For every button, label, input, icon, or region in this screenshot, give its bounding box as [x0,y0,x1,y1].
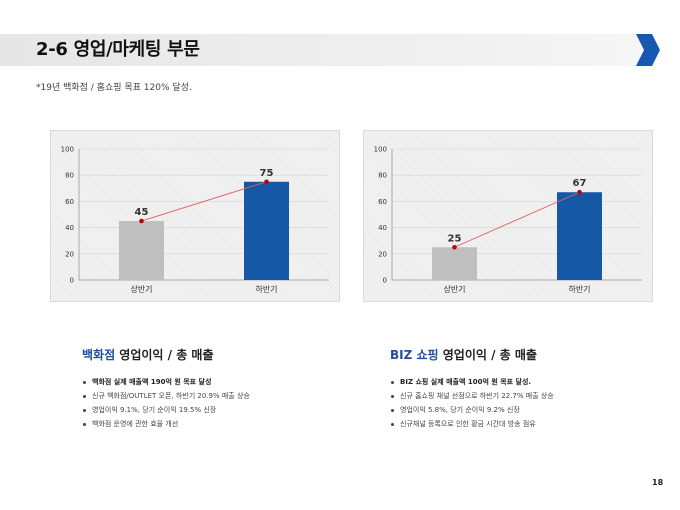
page-subtitle: *19년 백화점 / 홈쇼핑 목표 120% 달성. [36,83,192,93]
data-label: 75 [260,168,274,179]
bullet-list-department-store: 백화점 실제 매출액 190억 원 목표 달성 신규 백화점/OUTLET 오픈… [82,375,250,431]
data-label: 45 [135,207,149,218]
bullet-list-biz-shopping: BIZ 쇼핑 실제 매출액 100억 원 목표 달성. 신규 홈쇼핑 채널 선점… [390,375,554,431]
y-tick-label: 20 [65,250,74,258]
y-tick-label: 20 [378,250,387,258]
section-heading-rest: 영업이익 / 총 매출 [438,348,537,362]
list-item: 신규채널 등록으로 인한 황금 시간대 방송 점유 [390,417,554,431]
list-item: 신규 홈쇼핑 채널 선점으로 하반기 22.7% 매출 상승 [390,389,554,403]
y-tick-label: 40 [378,224,387,232]
chevron-right-icon [636,34,660,66]
trend-point [577,189,582,195]
y-tick-label: 80 [378,172,387,180]
x-tick-label: 하반기 [568,284,590,294]
chart-department-store: 0 20 40 60 80 100 45 상반기 75 하반기 [50,130,340,302]
trend-point [264,179,269,185]
bar [119,221,164,280]
section-heading-accent: BIZ 쇼핑 [390,348,439,362]
y-tick-label: 40 [65,224,74,232]
y-tick-label: 60 [378,198,387,206]
y-tick-label: 0 [70,277,74,285]
y-tick-label: 100 [374,146,387,154]
page-number: 18 [652,478,664,487]
x-tick-label: 상반기 [443,284,465,294]
data-label: 25 [448,233,462,244]
trend-line [141,181,267,222]
trend-point [452,244,457,250]
chart-svg: 0 20 40 60 80 100 25 상반기 67 하반기 [374,146,642,294]
y-tick-label: 80 [65,172,74,180]
list-item: 영업이익 5.8%, 당기 순이익 9.2% 신장 [390,403,554,417]
section-heading-biz-shopping: BIZ 쇼핑 영업이익 / 총 매출 [390,346,537,363]
chart-biz-shopping: 0 20 40 60 80 100 25 상반기 67 하반기 [363,130,653,302]
section-heading-department-store: 백화점 영업이익 / 총 매출 [82,346,214,363]
list-item: 백화점 실제 매출액 190억 원 목표 달성 [82,375,250,389]
page-title: 2-6 영업/마케팅 부문 [36,39,200,60]
trend-line [454,191,580,248]
list-item: BIZ 쇼핑 실제 매출액 100억 원 목표 달성. [390,375,554,389]
section-heading-rest: 영업이익 / 총 매출 [115,348,214,362]
chart-svg: 0 20 40 60 80 100 45 상반기 75 하반기 [61,146,329,294]
list-item: 영업이익 9.1%, 당기 순이익 19.5% 신장 [82,403,250,417]
trend-point [139,218,144,224]
y-tick-label: 60 [65,198,74,206]
section-heading-accent: 백화점 [82,348,116,362]
title-bar [0,34,640,66]
bar [557,192,602,280]
list-item: 신규 백화점/OUTLET 오픈, 하반기 20.9% 매출 상승 [82,389,250,403]
data-label: 67 [573,178,587,189]
y-tick-label: 100 [61,146,74,154]
y-tick-label: 0 [383,277,387,285]
bar [432,247,477,280]
list-item: 백화점 운영에 관한 효율 개선 [82,417,250,431]
x-tick-label: 하반기 [255,284,277,294]
bar [244,181,289,280]
x-tick-label: 상반기 [130,284,152,294]
